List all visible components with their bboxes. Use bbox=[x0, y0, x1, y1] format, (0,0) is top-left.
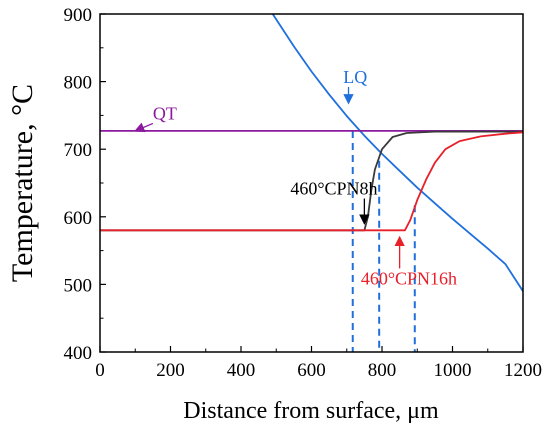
annotation-qt: QT bbox=[153, 103, 177, 123]
y-tick-label: 700 bbox=[64, 140, 93, 161]
series-line-lq bbox=[271, 14, 523, 292]
series-line-460-cpn16h bbox=[100, 131, 523, 232]
annotations: LQ QT 460°CPN8h 460°CPN16h bbox=[134, 67, 457, 288]
x-tick-label: 600 bbox=[297, 360, 326, 381]
y-tick-label: 800 bbox=[64, 73, 93, 94]
x-tick-label: 200 bbox=[156, 360, 185, 381]
y-tick-label: 500 bbox=[64, 275, 93, 296]
y-tick-label: 400 bbox=[64, 343, 93, 364]
x-tick-label: 800 bbox=[368, 360, 397, 381]
annotation-lq: LQ bbox=[343, 67, 367, 87]
y-tick-label: 900 bbox=[64, 5, 93, 26]
x-axis-title: Distance from surface, μm bbox=[183, 398, 439, 424]
x-tick-label: 1000 bbox=[434, 360, 472, 381]
reference-lines bbox=[351, 130, 416, 352]
annotation-arrow-qt bbox=[134, 122, 154, 133]
axis-ticks bbox=[99, 13, 524, 353]
x-tick-label: 400 bbox=[227, 360, 256, 381]
series-lines bbox=[100, 14, 523, 292]
x-tick-label: 1200 bbox=[504, 360, 542, 381]
y-tick-label: 600 bbox=[64, 208, 93, 229]
annotation-460-cpn16h: 460°CPN16h bbox=[361, 268, 457, 288]
tick-labels: 0 200 400 600 800 1000 1200 400 500 600 700 800 900 bbox=[64, 5, 543, 381]
y-axis-title: Temperature, °C bbox=[6, 84, 39, 282]
x-tick-label: 0 bbox=[95, 360, 105, 381]
annotation-460-cpn8h: 460°CPN8h bbox=[290, 178, 377, 198]
